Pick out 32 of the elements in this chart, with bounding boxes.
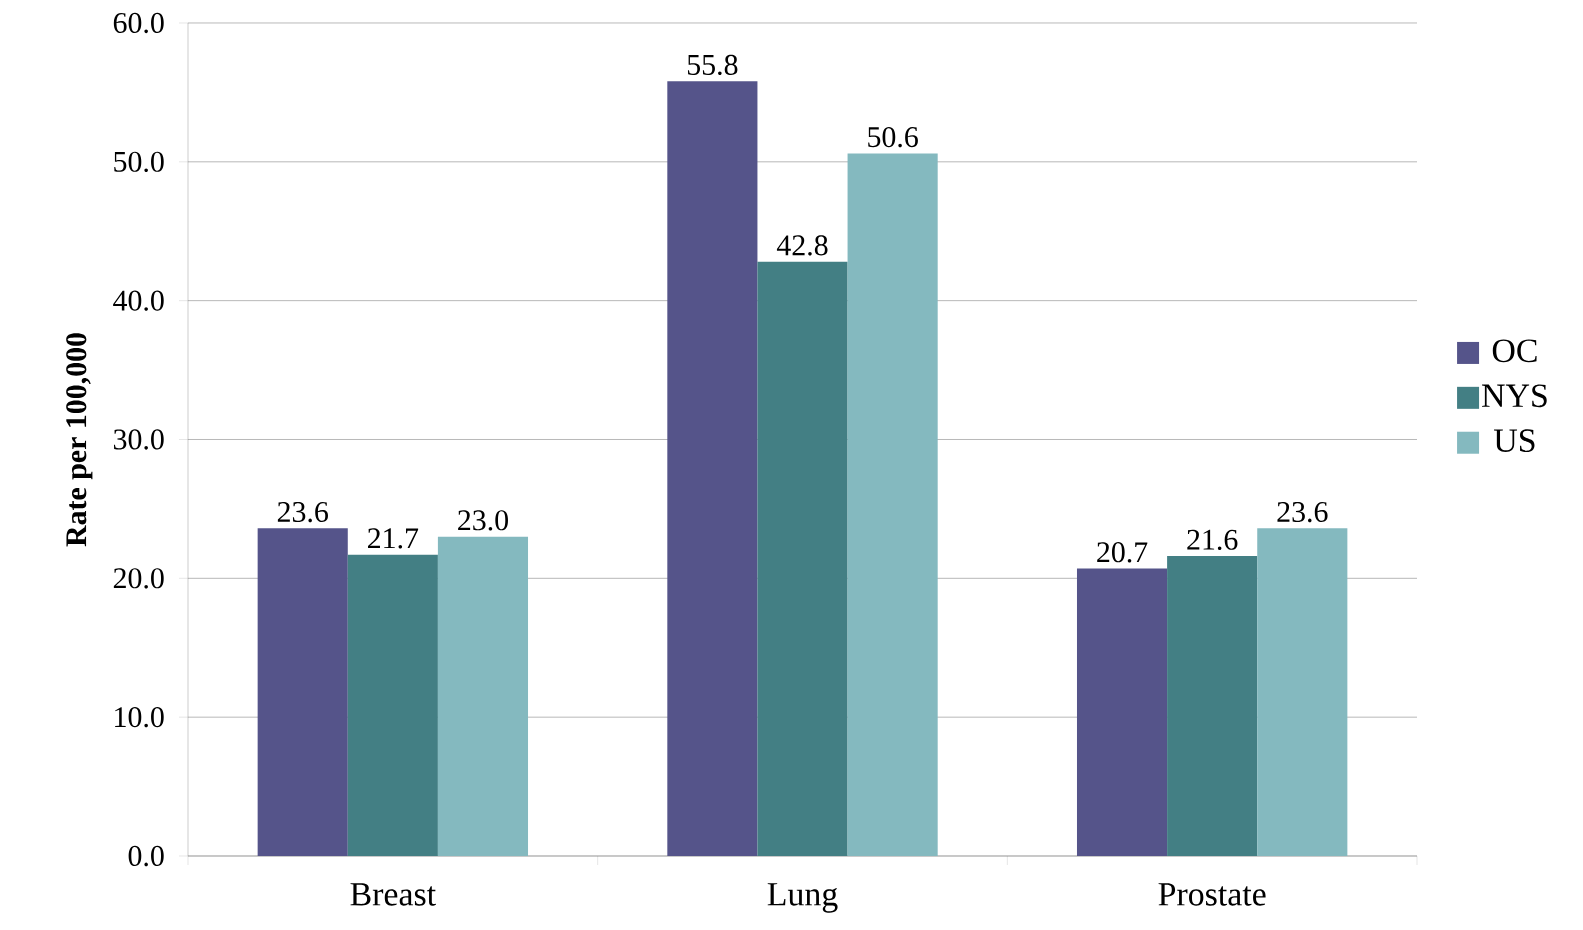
data-label: 21.6 xyxy=(1187,529,1238,550)
legend-label: US xyxy=(1494,429,1535,453)
data-label: 50.6 xyxy=(868,126,918,148)
bar xyxy=(1167,556,1258,856)
bar xyxy=(757,261,848,856)
bar xyxy=(1076,568,1168,856)
bar xyxy=(257,528,348,856)
data-label: 23.6 xyxy=(277,501,328,523)
bar xyxy=(667,81,758,856)
y-tick-label: 40.0 xyxy=(113,290,164,311)
bar xyxy=(847,153,938,856)
x-tick-label: Prostate xyxy=(1158,883,1266,906)
data-label: 20.7 xyxy=(1097,542,1148,563)
y-tick-label: 20.0 xyxy=(113,568,164,589)
y-tick-label: 0.0 xyxy=(128,845,164,867)
legend-label: OC xyxy=(1492,339,1537,363)
y-axis-title: Rate per 100,000 xyxy=(66,333,93,547)
bar xyxy=(347,554,438,856)
legend-label: NYS xyxy=(1482,384,1547,408)
y-tick-label: 30.0 xyxy=(113,429,164,450)
y-tick-label: 60.0 xyxy=(113,12,164,34)
data-label: 23.6 xyxy=(1277,501,1328,523)
y-tick-label: 50.0 xyxy=(114,151,164,172)
bar xyxy=(1257,528,1348,856)
data-label: 55.8 xyxy=(687,54,738,76)
y-tick-label: 10.0 xyxy=(115,707,164,728)
data-label: 42.8 xyxy=(776,235,828,256)
data-label: 23.0 xyxy=(458,510,508,531)
bar xyxy=(437,536,529,856)
x-tick-label: Breast xyxy=(350,883,436,906)
data-label: 21.7 xyxy=(368,528,419,549)
x-tick-label: Lung xyxy=(767,883,838,913)
